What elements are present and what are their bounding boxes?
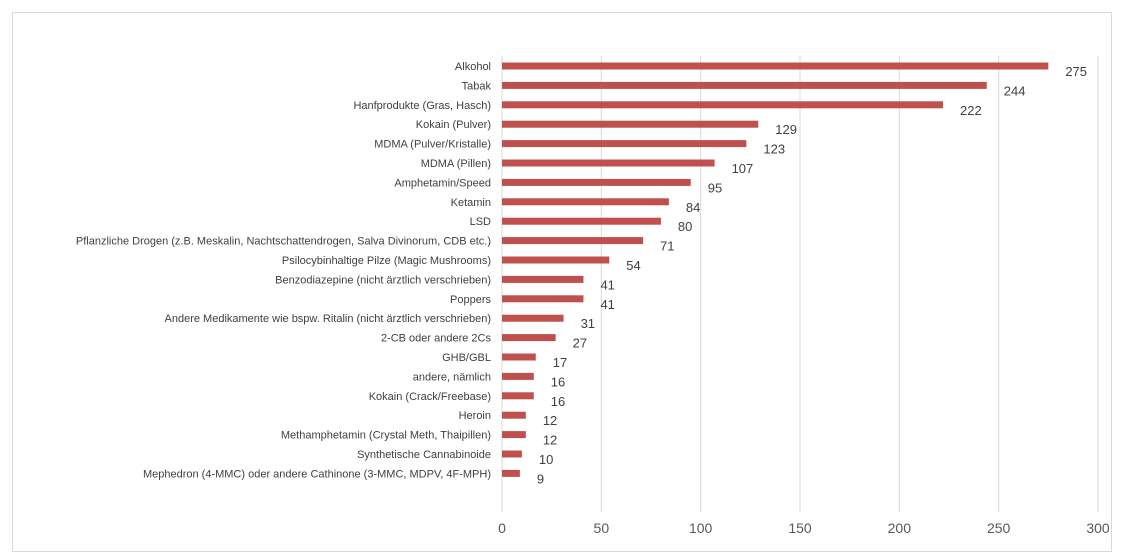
- category-label: Kokain (Crack/Freebase): [369, 391, 491, 403]
- value-label: 222: [960, 103, 982, 118]
- category-label: Heroin: [459, 410, 491, 422]
- bar: [502, 140, 747, 148]
- category-label: Amphetamin/Speed: [394, 177, 491, 189]
- bar: [502, 159, 715, 167]
- category-label: Alkohol: [455, 61, 491, 73]
- value-label: 10: [539, 452, 553, 467]
- value-label: 16: [551, 394, 565, 409]
- value-label: 275: [1065, 64, 1087, 79]
- value-label: 41: [600, 277, 614, 292]
- x-tick-label: 0: [498, 520, 506, 536]
- category-label: Pflanzliche Drogen (z.B. Meskalin, Nacht…: [76, 236, 491, 248]
- value-label: 41: [600, 297, 614, 312]
- category-label: Mephedron (4-MMC) oder andere Cathinone …: [143, 468, 491, 480]
- category-label: Andere Medikamente wie bspw. Ritalin (ni…: [165, 313, 491, 325]
- bar: [502, 101, 944, 109]
- x-tick-label: 100: [689, 520, 713, 536]
- bar: [502, 372, 534, 380]
- bar: [502, 411, 526, 419]
- x-tick-label: 50: [594, 520, 610, 536]
- bar: [502, 120, 759, 128]
- bar: [502, 217, 661, 225]
- category-label: Tabak: [462, 80, 492, 92]
- x-tick-label: 200: [888, 520, 912, 536]
- value-label: 27: [573, 336, 587, 351]
- category-label: Ketamin: [451, 197, 491, 209]
- bar: [502, 314, 564, 322]
- bar: [502, 353, 536, 361]
- category-label: MDMA (Pulver/Kristalle): [374, 139, 491, 151]
- category-label: Psilocybinhaltige Pilze (Magic Mushrooms…: [282, 255, 491, 267]
- bar: [502, 256, 610, 264]
- value-label: 16: [551, 374, 565, 389]
- bar: [502, 431, 526, 439]
- bar: [502, 334, 556, 342]
- bar: [502, 81, 987, 89]
- value-label: 107: [732, 161, 754, 176]
- category-label: Methamphetamin (Crystal Meth, Thaipillen…: [281, 430, 491, 442]
- value-label: 12: [543, 433, 557, 448]
- bar: [502, 198, 669, 206]
- bar-chart: 0 50 100 150 200 250 300 Alkohol 275 Tabak 244 Hanf…: [76, 56, 1110, 536]
- value-label: 129: [775, 122, 797, 137]
- value-label: 12: [543, 413, 557, 428]
- category-label: Kokain (Pulver): [416, 119, 491, 131]
- category-label: GHB/GBL: [442, 352, 491, 364]
- category-label: andere, nämlich: [413, 371, 491, 383]
- value-label: 9: [537, 471, 544, 486]
- x-tick-label: 300: [1086, 520, 1110, 536]
- value-label: 54: [626, 258, 640, 273]
- x-tick-label: 150: [788, 520, 812, 536]
- category-label: Poppers: [450, 294, 491, 306]
- bar: [502, 237, 644, 245]
- category-label: 2-CB oder andere 2Cs: [381, 333, 492, 345]
- value-label: 17: [553, 355, 567, 370]
- value-label: 31: [581, 316, 595, 331]
- bar: [502, 275, 584, 283]
- bar: [502, 62, 1049, 70]
- category-label: Synthetische Cannabinoide: [357, 449, 491, 461]
- value-label: 71: [660, 239, 674, 254]
- category-label: Hanfprodukte (Gras, Hasch): [353, 100, 491, 112]
- value-label: 95: [708, 180, 722, 195]
- bar: [502, 392, 534, 400]
- value-label: 80: [678, 219, 692, 234]
- bar: [502, 178, 691, 186]
- category-label: LSD: [470, 216, 491, 228]
- category-label: Benzodiazepine (nicht ärztlich verschrie…: [275, 274, 491, 286]
- bar: [502, 469, 520, 477]
- x-tick-label: 250: [987, 520, 1011, 536]
- value-label: 244: [1004, 83, 1026, 98]
- category-label: MDMA (Pillen): [421, 158, 491, 170]
- bar: [502, 450, 522, 458]
- value-label: 84: [686, 200, 700, 215]
- value-label: 123: [763, 142, 785, 157]
- bar: [502, 295, 584, 303]
